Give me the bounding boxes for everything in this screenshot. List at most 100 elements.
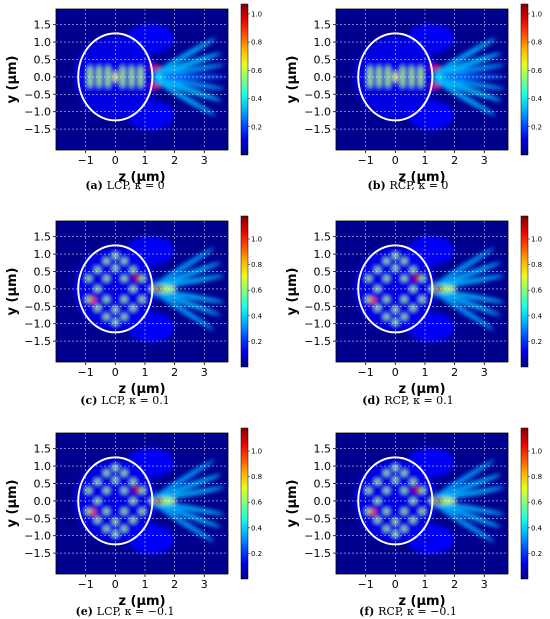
field-spot (401, 258, 407, 264)
y-tick-label: 0.0 (314, 71, 332, 84)
field-hotspot (369, 508, 377, 516)
x-tick-label: 0 (392, 366, 399, 379)
plot-frame (335, 8, 509, 151)
x-tick-label: −1 (358, 578, 374, 591)
field-beam (153, 262, 221, 288)
x-tick-label: 3 (481, 578, 488, 591)
panel-caption: (a) LCP, κ = 0 (85, 179, 164, 192)
field-spot (121, 526, 127, 532)
colorbar-tick-label: 0.4 (251, 524, 263, 532)
field-spot (383, 487, 390, 494)
field-spot (130, 305, 136, 311)
field-beam (433, 501, 504, 515)
field-hotspot (89, 296, 97, 304)
x-tick-label: −1 (358, 366, 374, 379)
plot-frame (55, 220, 229, 363)
field-hotspot (412, 274, 420, 282)
field-spot (410, 267, 416, 273)
field-pattern (73, 235, 224, 343)
sphere-outline (77, 244, 154, 334)
field-spot (112, 253, 118, 259)
y-tick-label: −1.5 (304, 547, 331, 560)
field-glow (127, 312, 175, 343)
field-spot (139, 508, 145, 515)
field-beam (153, 289, 224, 303)
field-beam (153, 504, 215, 543)
panel-caption: (f) RCP, κ = −0.1 (359, 605, 457, 618)
field-beam (433, 262, 501, 288)
field-spot (121, 296, 127, 303)
field-fringe (120, 74, 125, 88)
field-spot (401, 275, 407, 282)
field-spot (85, 275, 92, 282)
x-tick-label: 2 (451, 154, 458, 167)
y-tick-label: 1.0 (34, 460, 52, 473)
x-tick-label: 3 (201, 154, 208, 167)
field-spot (103, 314, 110, 320)
y-tick-label: 0.5 (34, 477, 52, 490)
y-axis-label: y (μm) (285, 268, 300, 316)
field-beam (153, 292, 215, 331)
field-hotspot (132, 486, 140, 494)
x-tick-label: 0 (392, 154, 399, 167)
field-spot (374, 517, 381, 523)
field-spot (121, 508, 127, 515)
colorbar-tick-label: 1.0 (251, 10, 262, 18)
x-tick-label: 2 (171, 154, 178, 167)
x-tick-label: 1 (141, 366, 148, 379)
field-beam (153, 64, 225, 77)
x-tick-label: 1 (421, 366, 428, 379)
field-spot (392, 265, 398, 271)
y-tick-label: 0.0 (34, 283, 52, 296)
y-tick-label: −1.5 (24, 547, 51, 560)
field-spot (401, 470, 407, 476)
field-spot (121, 470, 127, 476)
colorbar-tick-label: 0.2 (251, 123, 262, 131)
y-tick-label: −1.0 (24, 106, 51, 119)
y-tick-label: −0.5 (24, 300, 51, 313)
plot-frame (55, 8, 229, 151)
panel-caption-text: LCP, κ = −0.1 (97, 605, 175, 618)
colorbar-tick-label: 1.0 (251, 448, 262, 456)
colorbar-tick-label: 0.8 (251, 39, 262, 47)
colorbar-tick-label: 0.6 (251, 499, 263, 507)
y-tick-label: −1.0 (24, 530, 51, 543)
field-beam (153, 38, 216, 74)
field-spot (365, 275, 372, 282)
field-beam (153, 77, 225, 90)
field-hotspot (132, 274, 140, 282)
colorbar-tick-label: 0.6 (531, 499, 543, 507)
field-hotspot (369, 296, 377, 304)
field-spot (112, 477, 118, 483)
x-axis-label: z (μm) (398, 170, 445, 185)
x-tick-label: 3 (201, 366, 208, 379)
colorbar (520, 3, 529, 156)
x-tick-label: −1 (78, 578, 94, 591)
x-tick-label: 3 (481, 154, 488, 167)
y-tick-label: −1.5 (24, 123, 51, 136)
field-glow (353, 247, 437, 331)
panel-caption: (c) LCP, κ = 0.1 (80, 394, 169, 407)
y-axis-label: y (μm) (285, 480, 300, 528)
y-tick-label: −0.5 (304, 512, 331, 525)
field-spot (383, 296, 390, 303)
colorbar (240, 427, 249, 580)
field-glow (407, 312, 455, 343)
field-glow (127, 447, 175, 478)
field-spot (94, 305, 101, 311)
y-tick-label: 1.0 (34, 36, 52, 49)
field-spot (112, 465, 118, 471)
y-tick-label: 1.0 (314, 36, 332, 49)
sphere-outline (357, 244, 434, 334)
field-hotspot (436, 75, 444, 79)
field-glow (353, 459, 437, 543)
field-hotspot (156, 75, 164, 79)
colorbar-tick-label: 0.4 (531, 524, 543, 532)
y-tick-label: 1.0 (314, 248, 332, 261)
field-spot (130, 479, 136, 485)
x-axis-label: z (μm) (398, 594, 445, 609)
field-spot (130, 517, 136, 523)
field-beam (433, 52, 502, 76)
field-spot (419, 487, 425, 494)
